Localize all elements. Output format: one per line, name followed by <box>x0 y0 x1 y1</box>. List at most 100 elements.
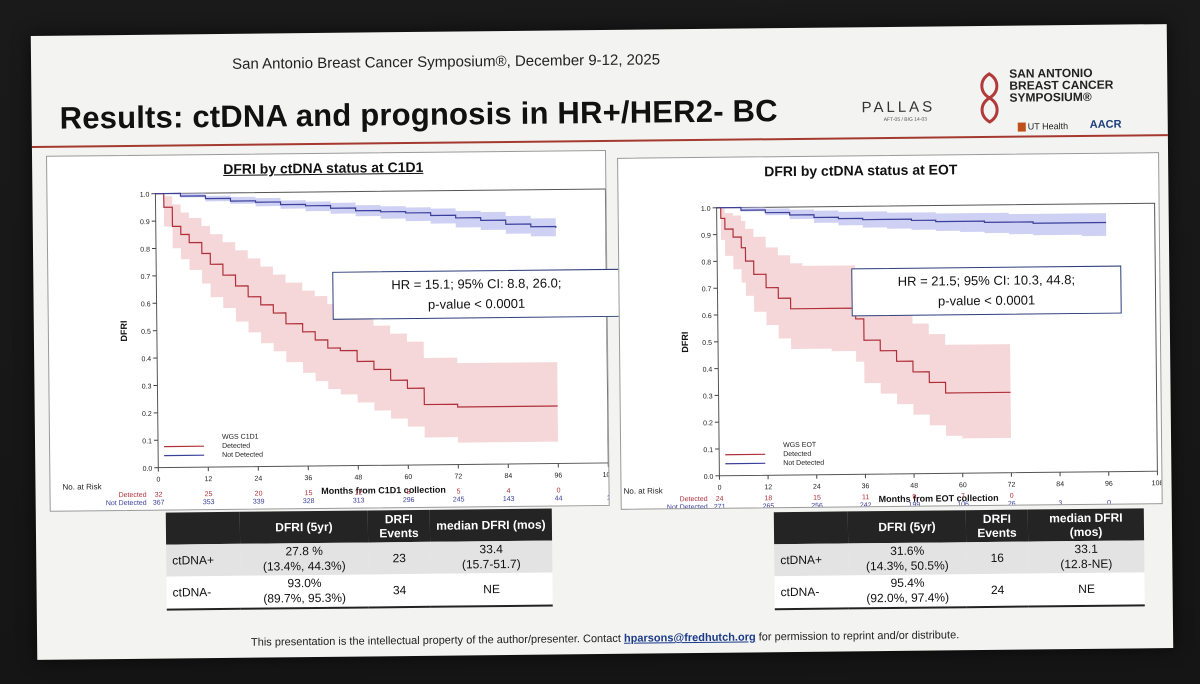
y-tick-label: 0.1 <box>142 438 152 445</box>
dfri-cell: 93.0% (89.7%, 95.3%) <box>240 574 369 609</box>
x-tick-label: 12 <box>204 476 212 483</box>
risk-count: 265 <box>763 503 775 509</box>
risk-count: 271 <box>714 504 726 509</box>
y-tick-label: 0.7 <box>702 286 712 293</box>
risk-count: 20 <box>255 491 263 498</box>
slide-title: Results: ctDNA and prognosis in HR+/HER2… <box>59 93 778 136</box>
pallas-logo: PALLAS <box>861 98 936 117</box>
table-row: ctDNA- 95.4% (92.0%, 97.4%) 24 NE <box>774 572 1145 610</box>
pallas-logo-subtitle: AFT-05 / BIG 14-03 <box>883 116 928 124</box>
y-tick-label: 1.0 <box>140 192 150 199</box>
conference-banner: San Antonio Breast Cancer Symposium®, De… <box>231 51 661 73</box>
y-axis-label: DFRI <box>680 332 690 353</box>
title-divider <box>31 134 1168 148</box>
events-cell: 24 <box>966 573 1029 608</box>
ut-health-text: UT Health <box>1027 121 1069 132</box>
risk-count: 18 <box>764 495 772 502</box>
table-header: DFRI (5yr) <box>239 510 369 544</box>
sabcs-ribbon-icon <box>980 72 999 124</box>
y-tick-label: 0.6 <box>702 313 712 320</box>
row-label: ctDNA+ <box>166 543 241 577</box>
risk-count: 106 <box>957 501 969 508</box>
risk-count: 7 <box>961 493 965 500</box>
table-row: ctDNA- 93.0% (89.7%, 95.3%) 34 NE <box>166 572 553 610</box>
footer-text: for permission to reprint and/or distrib… <box>755 629 960 644</box>
dfri-cell: 95.4% (92.0%, 97.4%) <box>848 574 967 609</box>
risk-count: 9 <box>912 494 916 501</box>
x-tick-label: 0 <box>156 477 160 484</box>
dfri-value: 95.4% <box>890 575 925 590</box>
y-tick-label: 0.8 <box>701 259 711 266</box>
median-value: 33.1 <box>1074 541 1098 557</box>
legend-label: Not Detected <box>222 452 263 459</box>
x-tick-label: 36 <box>862 483 870 490</box>
risk-count: 0 <box>1010 493 1014 500</box>
y-tick-label: 0.5 <box>141 329 151 336</box>
sabcs-line: SYMPOSIUM® <box>1009 89 1092 105</box>
risk-count: 199 <box>909 502 921 509</box>
table-header: DFRI (5yr) <box>847 510 967 544</box>
table-header <box>165 511 241 545</box>
hazard-ratio-box: HR = 21.5; 95% CI: 10.3, 44.8; p-value <… <box>851 265 1122 317</box>
risk-count: 0 <box>1107 500 1111 507</box>
median-value: 33.4 <box>479 542 503 557</box>
x-tick-label: 60 <box>404 474 412 481</box>
p-value-text: p-value < 0.0001 <box>427 295 526 312</box>
table-header: median DFRI (mos) <box>1027 508 1145 542</box>
legend-title: WGS C1D1 <box>222 434 259 441</box>
km-plot-eot: 0.00.10.20.30.40.50.60.70.80.91.00 12 24 36… <box>624 202 1162 509</box>
y-axis-label: DFRI <box>119 320 129 341</box>
legend-title: WGS EOT <box>783 442 817 449</box>
median-cell: NE <box>430 572 553 607</box>
events-cell: 34 <box>368 573 431 608</box>
risk-count: 245 <box>453 496 465 503</box>
risk-row-label: Detected <box>119 492 147 499</box>
dfri-ci: (89.7%, 95.3%) <box>263 590 347 606</box>
risk-count: 11 <box>862 494 869 501</box>
legend-label: Not Detected <box>783 460 824 467</box>
x-axis-label: Months from EOT collection <box>879 493 999 504</box>
risk-count: 0 <box>557 487 561 494</box>
y-tick-label: 0.4 <box>703 367 713 374</box>
risk-count: 242 <box>860 502 872 509</box>
slide: San Antonio Breast Cancer Symposium®, De… <box>30 24 1174 660</box>
risk-count: 26 <box>1008 501 1016 508</box>
hazard-ratio-text: HR = 21.5; 95% CI: 10.3, 44.8; <box>897 272 1076 289</box>
y-tick-label: 0.5 <box>702 340 712 347</box>
contact-email-link[interactable]: hparsons@fredhutch.org <box>623 631 756 645</box>
x-tick-label: 84 <box>504 473 512 480</box>
x-tick-label: 48 <box>354 475 362 482</box>
row-label: ctDNA- <box>774 575 849 610</box>
risk-count: 15 <box>813 495 821 502</box>
y-tick-label: 0.0 <box>704 474 714 481</box>
y-tick-label: 0.0 <box>143 466 153 473</box>
risk-count: 367 <box>153 500 165 507</box>
confidence-band <box>155 193 556 239</box>
risk-count: 339 <box>253 499 265 506</box>
survival-curve <box>155 192 557 228</box>
x-tick-label: 60 <box>959 482 967 489</box>
x-tick-label: 84 <box>1056 481 1064 488</box>
x-tick-label: 0 <box>718 485 722 492</box>
risk-table-label: No. at Risk <box>62 482 102 491</box>
risk-count: 313 <box>353 497 365 504</box>
risk-count: 12 <box>355 490 363 497</box>
events-cell: 16 <box>966 541 1029 575</box>
risk-count: 25 <box>205 491 213 498</box>
table-header: median DFRI (mos) <box>429 508 553 542</box>
footer-text: This presentation is the intellectual pr… <box>250 632 625 649</box>
survival-curve <box>155 192 558 408</box>
dfri-ci: (13.4%, 44.3%) <box>262 558 346 574</box>
median-ci: (15.7-51.7) <box>461 556 521 572</box>
x-axis-label: Months from C1D1 collection <box>321 485 446 496</box>
risk-count: 296 <box>403 497 415 504</box>
x-tick-label: 72 <box>454 473 462 480</box>
dfri-value: 31.6% <box>890 543 925 558</box>
y-tick-label: 1.0 <box>701 206 711 213</box>
table-row: ctDNA+ 31.6% (14.3%, 50.5%) 16 33.1 (12.8-… <box>774 540 1145 577</box>
y-tick-label: 0.9 <box>701 233 711 240</box>
p-value-text: p-value < 0.0001 <box>937 292 1036 309</box>
y-tick-label: 0.3 <box>703 393 713 400</box>
summary-table-eot: DFRI (5yr) DRFI Events median DFRI (mos)… <box>773 508 1145 610</box>
km-plot-c1d1: 0.0 0.1 0.2 0.3 0.4 0.5 0.6 0.7 0.8 0.9 1.0 0 12 24 36… <box>62 188 609 507</box>
